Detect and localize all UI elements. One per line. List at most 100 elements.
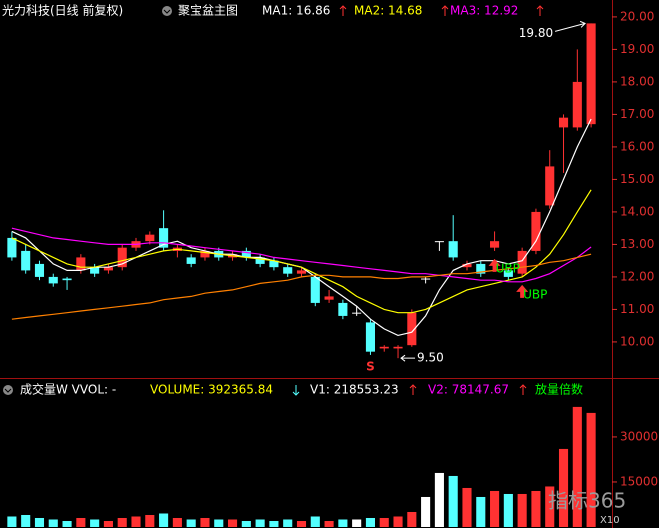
ma-label: MA2: 14.68 — [354, 4, 422, 18]
ma-label: MA3: 12.92 — [450, 4, 518, 18]
up-arrow — [339, 5, 347, 16]
candle-body — [490, 241, 500, 248]
y-tick-label: 16.00 — [620, 139, 654, 153]
volume-bar — [241, 520, 251, 527]
signal-label: S — [366, 359, 375, 373]
menu-icon[interactable] — [162, 6, 172, 16]
candle-body — [365, 322, 376, 352]
candle-body — [503, 270, 513, 277]
up-arrow — [441, 5, 449, 16]
volume-bar — [21, 514, 31, 527]
y-tick-label: 20.00 — [620, 9, 654, 23]
volume-bar — [407, 511, 417, 527]
candle-body — [200, 250, 210, 258]
candle-body — [76, 257, 86, 271]
y-tick-label: 15000 — [620, 474, 658, 488]
volume-header: VOLUME: 392365.84 — [150, 383, 273, 397]
volume-bar — [545, 486, 555, 527]
volume-bar — [90, 519, 100, 527]
volume-bar — [448, 475, 458, 527]
candle-body — [34, 263, 45, 277]
volume-bar — [159, 513, 169, 527]
candle-body — [393, 346, 403, 349]
indicator-title: 聚宝盆主图 — [178, 4, 238, 18]
menu-chevron — [163, 9, 171, 14]
y-tick-label: 14.00 — [620, 204, 654, 218]
chart-title: 光力科技(日线 前复权) — [2, 3, 123, 18]
candle-body — [48, 276, 58, 284]
up-arrow — [519, 384, 527, 395]
volume-bar — [103, 520, 113, 527]
volume-bar — [365, 517, 376, 527]
candle-body — [283, 267, 293, 274]
y-tick-label: 11.00 — [620, 302, 654, 316]
volume-header: 成交量W VVOL: - — [20, 382, 116, 397]
volume-bar — [7, 516, 17, 527]
candle-body — [572, 81, 582, 128]
signal-arrow — [488, 258, 501, 272]
volume-bar — [310, 516, 320, 527]
volume-bar — [283, 519, 293, 527]
volume-bar — [269, 520, 279, 527]
candle-body — [159, 228, 169, 248]
watermark: 指标365 — [548, 489, 626, 513]
annotation-arrow — [400, 354, 416, 362]
down-arrow — [292, 385, 300, 396]
volume-bar — [393, 516, 403, 527]
annotation-label: 19.80 — [519, 26, 553, 40]
candle-body — [145, 234, 155, 242]
candle-body — [117, 247, 127, 268]
volume-bar — [558, 448, 569, 527]
menu-icon[interactable] — [3, 385, 13, 395]
volume-bar — [490, 490, 500, 527]
volume-bar — [117, 517, 127, 527]
candle-body — [379, 346, 389, 349]
volume-bar — [227, 519, 238, 527]
volume-bar — [531, 490, 541, 527]
y-tick-label: 19.00 — [620, 42, 654, 56]
signal-arrow — [516, 284, 529, 298]
candle-body — [434, 241, 444, 243]
candle-body — [545, 166, 555, 206]
candle-body — [21, 250, 31, 271]
volume-header: V2: 78147.67 — [428, 383, 509, 397]
volume-bar — [296, 520, 307, 527]
volume-bar — [586, 412, 596, 527]
signal-label: UBP — [523, 287, 547, 301]
volume-bar — [476, 496, 486, 527]
volume-bar — [352, 519, 362, 527]
candle-body — [103, 267, 113, 271]
volume-bar — [34, 517, 45, 527]
volume-bar — [131, 516, 141, 527]
volume-bar — [255, 519, 265, 527]
candle-body — [462, 263, 472, 268]
y-tick-label: 10.00 — [620, 334, 654, 348]
up-arrow — [536, 5, 544, 16]
candle-body — [338, 302, 348, 316]
candle-body — [269, 260, 279, 268]
menu-chevron — [4, 388, 12, 393]
y-tick-label: 17.00 — [620, 107, 654, 121]
annotation-arrow — [554, 20, 586, 32]
candle-body — [310, 276, 320, 303]
candle-body — [7, 237, 17, 258]
y-tick-label: 15.00 — [620, 172, 654, 186]
candle-body — [531, 211, 541, 251]
candle-body — [517, 250, 527, 274]
volume-bar — [503, 493, 513, 527]
signal-label: UBP — [496, 261, 520, 275]
candle-body — [324, 296, 334, 300]
y-tick-label: 13.00 — [620, 237, 654, 251]
volume-bar — [379, 517, 389, 527]
y-tick-label: 18.00 — [620, 74, 654, 88]
annotation-label: 9.50 — [417, 351, 444, 365]
candle-body — [296, 270, 307, 274]
volume-bar — [200, 517, 210, 527]
up-arrow — [409, 384, 417, 395]
candle-body — [186, 257, 196, 264]
candle-body — [558, 117, 569, 128]
volume-bar — [145, 514, 155, 527]
volume-header: V1: 218553.23 — [310, 383, 399, 397]
ma-label: MA1: 16.86 — [262, 4, 330, 18]
